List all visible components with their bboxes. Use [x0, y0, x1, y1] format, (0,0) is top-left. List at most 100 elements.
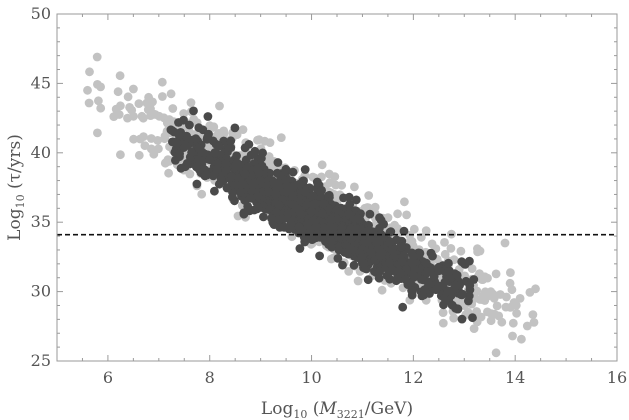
series-1-point [139, 132, 148, 142]
series-2-point [396, 268, 405, 278]
series-2-point [387, 265, 397, 275]
y-tick-label: 35 [31, 212, 51, 231]
series-2-point [240, 169, 250, 179]
series-2-point [271, 189, 281, 199]
series-2-point [246, 150, 256, 160]
series-1-point [364, 191, 374, 200]
series-1-point [96, 82, 105, 92]
series-1-point [85, 67, 94, 77]
series-1-point [84, 98, 94, 108]
series-1-point [116, 150, 125, 160]
x-tick-label: 8 [205, 368, 215, 387]
series-2-point [264, 187, 273, 197]
series-2-point [189, 106, 198, 116]
series-2-point [409, 252, 418, 262]
series-2-point [210, 148, 220, 158]
series-2-point [187, 148, 197, 157]
series-2-point [300, 165, 310, 174]
series-2-point [286, 220, 296, 229]
series-2-point [185, 120, 194, 130]
series-1-point [215, 101, 224, 111]
y-tick-label: 25 [31, 351, 51, 370]
series-2-point [267, 214, 276, 223]
series-1-point [383, 213, 393, 223]
series-2-point [176, 163, 186, 173]
series-2-point [351, 195, 361, 205]
series-2-point [330, 222, 339, 232]
series-1-point [157, 77, 167, 87]
series-1-point [517, 334, 526, 344]
series-2-point [420, 285, 429, 295]
series-1-point [324, 169, 334, 179]
series-2-point [315, 188, 325, 197]
y-tick-label: 30 [31, 282, 51, 301]
series-1-point [134, 99, 144, 108]
series-2-point [182, 131, 192, 141]
series-2-point [382, 271, 392, 280]
series-2-point [232, 151, 242, 161]
series-2-point [191, 134, 201, 144]
series-2-point [210, 186, 219, 196]
series-1-point [146, 144, 156, 154]
series-1-point [83, 85, 92, 95]
series-2-point [297, 209, 306, 219]
series-1-point [486, 316, 496, 326]
series-2-point [311, 222, 321, 232]
series-2-point [399, 226, 409, 236]
series-2-point [275, 223, 285, 232]
series-1-point [129, 134, 139, 144]
x-label-mid: ( [307, 399, 319, 419]
series-2-point [449, 284, 459, 294]
series-1-point [144, 92, 154, 102]
series-2-point [326, 237, 336, 246]
series-2-point [253, 191, 263, 201]
ticks-layer [56, 13, 618, 362]
series-2-point [385, 258, 394, 268]
series-2-point [212, 165, 222, 175]
series-2-point [431, 285, 441, 295]
x-axis-label: Log10 (M3221/GeV) [261, 399, 413, 420]
series-2-point [256, 176, 265, 186]
series-1-point [153, 136, 163, 145]
series-2-point [468, 313, 477, 323]
series-1-point [506, 268, 515, 277]
series-2-point [409, 271, 419, 281]
series-2-point [444, 258, 453, 268]
x-label-var: M [318, 399, 337, 419]
series-2-point [249, 178, 258, 188]
y-tick-label: 50 [31, 4, 51, 23]
series-2-point [294, 222, 304, 232]
series-2-point [408, 286, 417, 296]
series-1-point [446, 244, 456, 253]
series-2-point [326, 215, 336, 225]
series-2-point [308, 215, 318, 225]
series-1-point [160, 131, 170, 141]
series-1-point [491, 269, 501, 279]
series-1-point [469, 324, 479, 333]
series-1-point [473, 247, 482, 257]
series-1-point [344, 267, 354, 276]
series-2-point [362, 238, 372, 247]
series-1-point [421, 226, 431, 236]
series-2-point [236, 187, 246, 197]
series-2-point [295, 244, 305, 253]
series-1-point [509, 298, 519, 307]
x-tick-label: 10 [301, 368, 321, 387]
series-1-point [409, 224, 419, 234]
series-2-point [418, 275, 428, 285]
series-1-point [501, 302, 511, 312]
series-1-point [325, 178, 335, 188]
series-1-point [94, 96, 103, 106]
series-2-point [192, 179, 202, 189]
series-1-point [154, 111, 164, 121]
series-1-point [483, 307, 492, 317]
points-layer [83, 52, 540, 358]
series-2-point [440, 277, 450, 287]
series-1-point [472, 286, 482, 296]
series-2-point [434, 266, 444, 276]
series-2-point [288, 182, 298, 192]
series-1-point [449, 313, 459, 323]
series-2-point [421, 258, 431, 268]
series-1-point [115, 71, 125, 81]
